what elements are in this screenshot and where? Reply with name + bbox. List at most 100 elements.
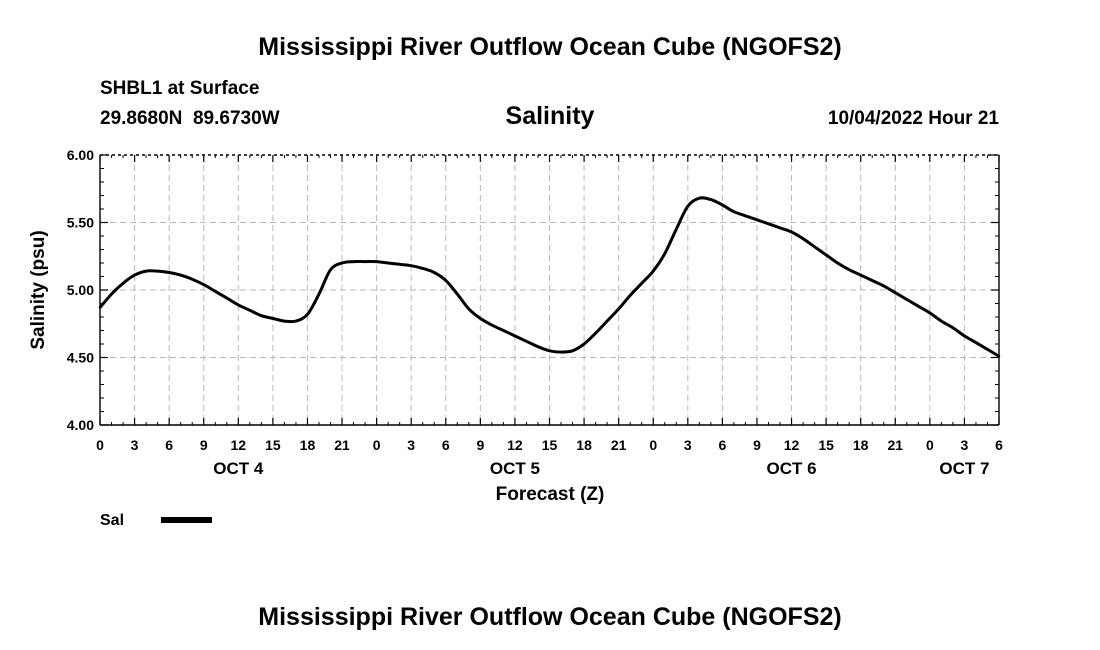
series-point-sal xyxy=(121,282,125,285)
series-point-sal xyxy=(306,313,309,316)
series-point-sal xyxy=(744,214,747,217)
series-point-sal xyxy=(156,269,159,273)
series-point-sal xyxy=(836,261,839,265)
x-tick-label: 12 xyxy=(231,437,247,453)
y-tick-label: 4.50 xyxy=(67,350,94,366)
series-point-sal xyxy=(179,273,182,277)
series-point-sal xyxy=(571,349,574,352)
y-tick-label: 4.00 xyxy=(67,417,94,433)
x-day-label: OCT 4 xyxy=(213,459,264,478)
series-point-sal xyxy=(778,226,782,230)
series-point-sal xyxy=(283,319,286,323)
series-point-sal xyxy=(237,303,240,307)
series-point-sal xyxy=(225,296,228,300)
series-point-sal xyxy=(444,279,447,282)
series-point-sal xyxy=(202,283,205,286)
page-title-top: Mississippi River Outflow Ocean Cube (NG… xyxy=(258,33,841,61)
station-coordinates: 29.8680N 89.6730W xyxy=(100,108,280,129)
page-title-bottom: Mississippi River Outflow Ocean Cube (NG… xyxy=(258,603,841,631)
series-point-sal xyxy=(133,273,136,277)
series-point-sal xyxy=(502,329,505,332)
series-point-sal xyxy=(421,267,424,270)
series-point-sal xyxy=(790,230,793,234)
series-point-sal xyxy=(721,203,724,207)
series-point-sal xyxy=(363,260,367,263)
series-point-sal xyxy=(951,326,955,329)
x-tick-label: 0 xyxy=(926,437,934,453)
series-point-sal xyxy=(663,252,666,255)
y-tick-label: 5.00 xyxy=(67,282,94,298)
x-axis-label: Forecast (Z) xyxy=(496,484,605,505)
series-point-sal xyxy=(340,261,344,265)
series-point-sal xyxy=(329,268,332,271)
x-tick-label: 9 xyxy=(200,437,208,453)
x-tick-label: 18 xyxy=(300,437,316,453)
series-point-sal xyxy=(675,228,678,231)
series-point-sal xyxy=(398,263,401,266)
series-point-sal xyxy=(294,319,298,323)
series-point-sal xyxy=(986,348,989,351)
series-point-sal xyxy=(767,222,770,225)
series-point-sal xyxy=(698,197,701,200)
x-tick-label: 3 xyxy=(131,437,139,453)
series-point-sal xyxy=(963,334,966,338)
x-tick-label: 18 xyxy=(853,437,869,453)
x-day-label: OCT 7 xyxy=(939,459,989,478)
x-tick-label: 21 xyxy=(334,437,350,453)
series-point-sal xyxy=(559,350,563,354)
x-tick-label: 0 xyxy=(373,437,381,453)
series-point-sal xyxy=(594,332,597,335)
x-tick-label: 12 xyxy=(507,437,523,453)
series-point-sal xyxy=(732,210,736,213)
series-point-sal xyxy=(525,340,528,343)
series-point-sal xyxy=(617,307,620,311)
x-tick-label: 3 xyxy=(961,437,969,453)
x-day-label: OCT 6 xyxy=(767,459,817,478)
series-point-sal xyxy=(894,291,897,294)
series-point-sal xyxy=(582,342,586,346)
variable-title: Salinity xyxy=(506,102,595,130)
legend: Sal xyxy=(100,512,212,529)
x-day-label: OCT 5 xyxy=(490,459,540,478)
series-point-sal xyxy=(605,319,609,323)
series-point-sal xyxy=(375,260,378,263)
x-tick-label: 15 xyxy=(265,437,281,453)
x-tick-label: 6 xyxy=(442,437,450,453)
x-tick-label: 0 xyxy=(96,437,104,453)
x-tick-label: 3 xyxy=(684,437,692,453)
tick-labels: 0 3 6 9 12 15 18 21 0 3 6 9 12 15 18 21 0 3 6 9 12 15 18 21 0 3 6 4… xyxy=(67,147,1003,478)
station-name: SHBL1 at Surface xyxy=(100,78,259,99)
series-point-sal xyxy=(271,317,275,320)
series-point-sal xyxy=(848,268,851,271)
series-point-sal xyxy=(98,306,102,309)
series-point-sal xyxy=(467,307,470,311)
series-point-sal xyxy=(928,311,931,315)
series-point-sal xyxy=(686,205,689,208)
x-tick-label: 9 xyxy=(476,437,484,453)
x-tick-label: 0 xyxy=(649,437,657,453)
series-point-sal xyxy=(317,292,321,296)
series-point-sal xyxy=(110,292,113,296)
series-point-sal xyxy=(479,317,482,320)
x-tick-label: 3 xyxy=(407,437,415,453)
x-tick-label: 18 xyxy=(576,437,592,453)
series-point-sal xyxy=(824,253,828,257)
series-point-sal xyxy=(997,355,1001,358)
x-tick-label: 6 xyxy=(165,437,173,453)
series-point-sal xyxy=(882,284,885,288)
x-tick-label: 6 xyxy=(718,437,726,453)
series-point-sal xyxy=(905,298,908,301)
y-tick-label: 6.00 xyxy=(67,147,94,163)
series-point-sal xyxy=(214,290,217,293)
x-tick-label: 21 xyxy=(887,437,903,453)
series-point-sal xyxy=(168,271,171,274)
series-point-sal xyxy=(640,282,643,285)
series-point-sal xyxy=(433,271,436,274)
x-tick-label: 15 xyxy=(542,437,558,453)
series-point-sal xyxy=(917,305,920,308)
series-point-sal xyxy=(248,309,251,312)
series-point-sal xyxy=(974,341,978,344)
x-tick-label: 6 xyxy=(995,437,1003,453)
series-point-sal xyxy=(755,218,759,221)
